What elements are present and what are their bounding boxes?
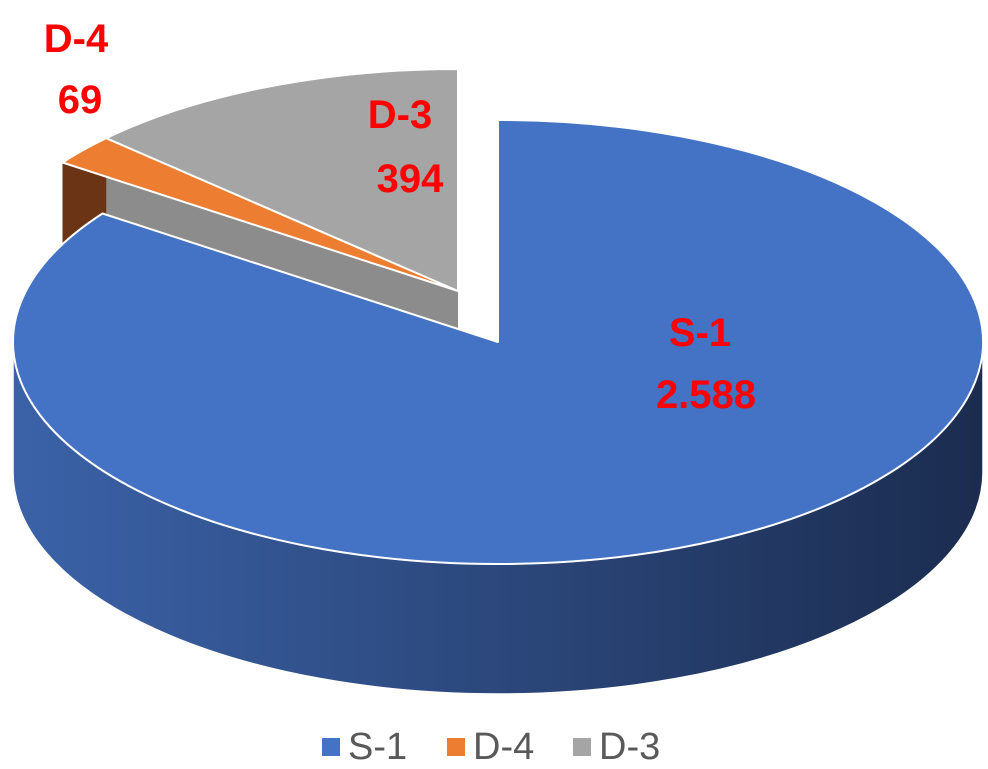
legend-swatch-s-1 <box>322 738 340 756</box>
legend-label-s-1: S-1 <box>348 726 407 768</box>
data-label-value-s-1: 2.588 <box>656 373 756 417</box>
data-label-category-d-4: D-4 <box>44 17 109 61</box>
legend-label-d-3: D-3 <box>599 726 660 768</box>
legend-swatch-d-4 <box>447 738 465 756</box>
legend-item-d-3: D-3 <box>573 726 660 768</box>
legend: S-1 D-4 D-3 <box>322 726 660 768</box>
data-label-category-s-1: S-1 <box>669 311 731 355</box>
data-labels: S-1 2.588 D-4 69 D-3 394 <box>44 17 756 417</box>
data-label-value-d-3: 394 <box>377 157 444 201</box>
data-label-category-d-3: D-3 <box>368 93 432 137</box>
slice-top-d-3 <box>105 68 459 292</box>
legend-item-s-1: S-1 <box>322 726 407 768</box>
legend-swatch-d-3 <box>573 738 591 756</box>
slice-top-s-1 <box>12 119 984 565</box>
legend-item-d-4: D-4 <box>447 726 534 768</box>
data-label-value-d-4: 69 <box>58 78 103 122</box>
legend-label-d-4: D-4 <box>473 726 534 768</box>
pie-top-faces <box>12 68 984 565</box>
